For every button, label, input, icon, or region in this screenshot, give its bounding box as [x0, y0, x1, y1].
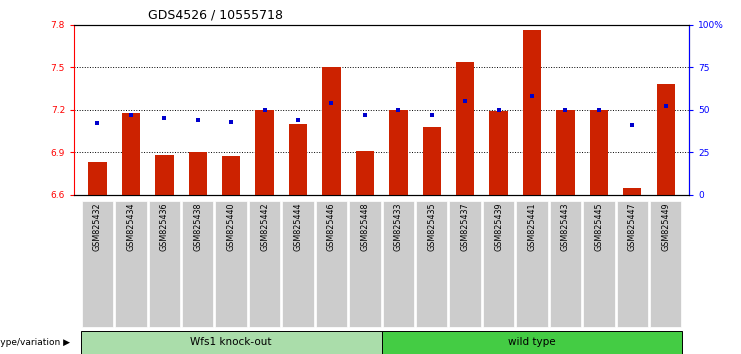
- FancyBboxPatch shape: [182, 201, 213, 327]
- FancyBboxPatch shape: [617, 201, 648, 327]
- Text: GSM825448: GSM825448: [360, 202, 370, 251]
- FancyBboxPatch shape: [349, 201, 381, 327]
- FancyBboxPatch shape: [382, 331, 682, 354]
- Point: [359, 112, 370, 118]
- Point: [493, 107, 505, 113]
- FancyBboxPatch shape: [282, 201, 313, 327]
- FancyBboxPatch shape: [249, 201, 280, 327]
- FancyBboxPatch shape: [483, 201, 514, 327]
- Bar: [222, 156, 240, 195]
- FancyBboxPatch shape: [583, 201, 614, 327]
- Point: [393, 107, 405, 113]
- FancyBboxPatch shape: [316, 201, 348, 327]
- Point: [526, 93, 538, 99]
- Text: GSM825443: GSM825443: [561, 202, 570, 251]
- Bar: [256, 110, 274, 195]
- FancyBboxPatch shape: [516, 201, 548, 327]
- Bar: [456, 62, 474, 195]
- Text: GSM825444: GSM825444: [293, 202, 302, 251]
- Text: GSM825447: GSM825447: [628, 202, 637, 251]
- Point: [426, 112, 438, 118]
- Text: GSM825445: GSM825445: [594, 202, 603, 251]
- Point: [259, 107, 270, 113]
- Bar: [556, 110, 575, 195]
- Bar: [289, 124, 308, 195]
- Bar: [623, 188, 642, 195]
- Text: GSM825435: GSM825435: [428, 202, 436, 251]
- Point: [459, 98, 471, 104]
- Point: [92, 120, 104, 126]
- Point: [325, 100, 337, 106]
- Point: [125, 112, 137, 118]
- Text: GSM825446: GSM825446: [327, 202, 336, 251]
- Bar: [590, 110, 608, 195]
- Text: GSM825437: GSM825437: [461, 202, 470, 251]
- Bar: [489, 111, 508, 195]
- FancyBboxPatch shape: [382, 201, 414, 327]
- Text: GSM825449: GSM825449: [661, 202, 670, 251]
- Point: [292, 117, 304, 123]
- FancyBboxPatch shape: [216, 201, 247, 327]
- Text: wild type: wild type: [508, 337, 556, 348]
- Bar: [155, 155, 173, 195]
- Text: GSM825441: GSM825441: [528, 202, 536, 251]
- Point: [225, 119, 237, 125]
- Text: GSM825433: GSM825433: [393, 202, 403, 251]
- Text: genotype/variation ▶: genotype/variation ▶: [0, 338, 70, 347]
- Point: [559, 107, 571, 113]
- Point: [659, 103, 671, 109]
- Point: [593, 107, 605, 113]
- Text: GDS4526 / 10555718: GDS4526 / 10555718: [148, 8, 283, 21]
- Bar: [657, 84, 675, 195]
- Text: GSM825436: GSM825436: [160, 202, 169, 251]
- FancyBboxPatch shape: [450, 201, 481, 327]
- FancyBboxPatch shape: [416, 201, 448, 327]
- Bar: [188, 152, 207, 195]
- Text: GSM825432: GSM825432: [93, 202, 102, 251]
- Text: GSM825434: GSM825434: [127, 202, 136, 251]
- Point: [159, 115, 170, 121]
- Bar: [322, 67, 341, 195]
- FancyBboxPatch shape: [81, 331, 382, 354]
- Point: [626, 122, 638, 128]
- Bar: [389, 110, 408, 195]
- Bar: [356, 151, 374, 195]
- Bar: [523, 30, 541, 195]
- Bar: [88, 162, 107, 195]
- Text: GSM825440: GSM825440: [227, 202, 236, 251]
- FancyBboxPatch shape: [550, 201, 581, 327]
- FancyBboxPatch shape: [149, 201, 180, 327]
- FancyBboxPatch shape: [650, 201, 682, 327]
- Bar: [122, 113, 140, 195]
- Text: GSM825438: GSM825438: [193, 202, 202, 251]
- FancyBboxPatch shape: [115, 201, 147, 327]
- FancyBboxPatch shape: [82, 201, 113, 327]
- Point: [192, 117, 204, 123]
- Text: GSM825439: GSM825439: [494, 202, 503, 251]
- Bar: [422, 127, 441, 195]
- Text: GSM825442: GSM825442: [260, 202, 269, 251]
- Text: Wfs1 knock-out: Wfs1 knock-out: [190, 337, 272, 348]
